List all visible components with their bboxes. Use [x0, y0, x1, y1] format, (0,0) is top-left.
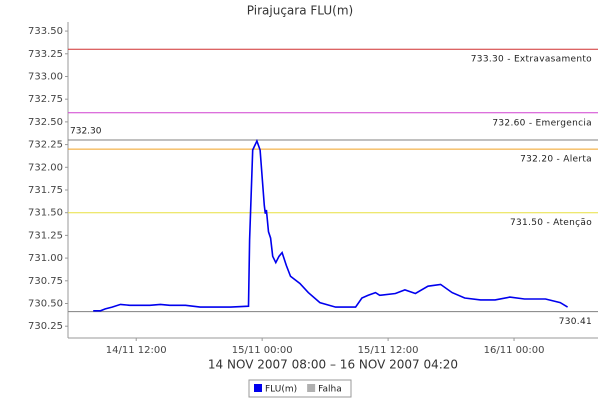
threshold-label: 732.60 - Emergencia — [492, 118, 592, 128]
legend-box — [248, 379, 352, 398]
subtitle: 14 NOV 2007 08:00 – 16 NOV 2007 04:20 — [208, 358, 458, 372]
y-tick-label: 732.25 — [28, 140, 63, 151]
y-tick-label: 730.25 — [28, 321, 63, 332]
legend-swatch — [254, 384, 262, 392]
y-tick-label: 731.00 — [28, 253, 63, 264]
y-tick-label: 731.75 — [28, 185, 63, 196]
threshold-label: 733.30 - Extravasamento — [471, 55, 592, 65]
threshold-label: 730.41 — [559, 317, 592, 327]
y-tick-label: 733.50 — [28, 26, 63, 37]
threshold-label: 731.50 - Atenção — [510, 218, 592, 228]
y-tick-label: 733.00 — [28, 71, 63, 82]
chart-title: Pirajuçara FLU(m) — [247, 4, 353, 18]
y-tick-label: 733.25 — [28, 49, 63, 60]
y-tick-label: 731.50 — [28, 208, 63, 219]
x-tick-label: 15/11 00:00 — [232, 345, 293, 356]
threshold-label: 732.30 — [70, 127, 102, 137]
y-tick-label: 732.00 — [28, 162, 63, 173]
x-tick-label: 14/11 12:00 — [106, 345, 167, 356]
legend-label: Falha — [318, 385, 342, 395]
y-tick-label: 730.50 — [28, 298, 63, 309]
x-tick-label: 15/11 12:00 — [358, 345, 419, 356]
y-tick-label: 732.50 — [28, 117, 63, 128]
threshold-label: 732.20 - Alerta — [520, 155, 592, 165]
y-tick-label: 732.75 — [28, 94, 63, 105]
y-tick-label: 731.25 — [28, 230, 63, 241]
x-tick-label: 16/11 00:00 — [484, 345, 545, 356]
data-line — [93, 138, 569, 312]
y-tick-label: 730.75 — [28, 276, 63, 287]
legend-label: FLU(m) — [265, 385, 297, 395]
legend-swatch — [307, 384, 316, 392]
